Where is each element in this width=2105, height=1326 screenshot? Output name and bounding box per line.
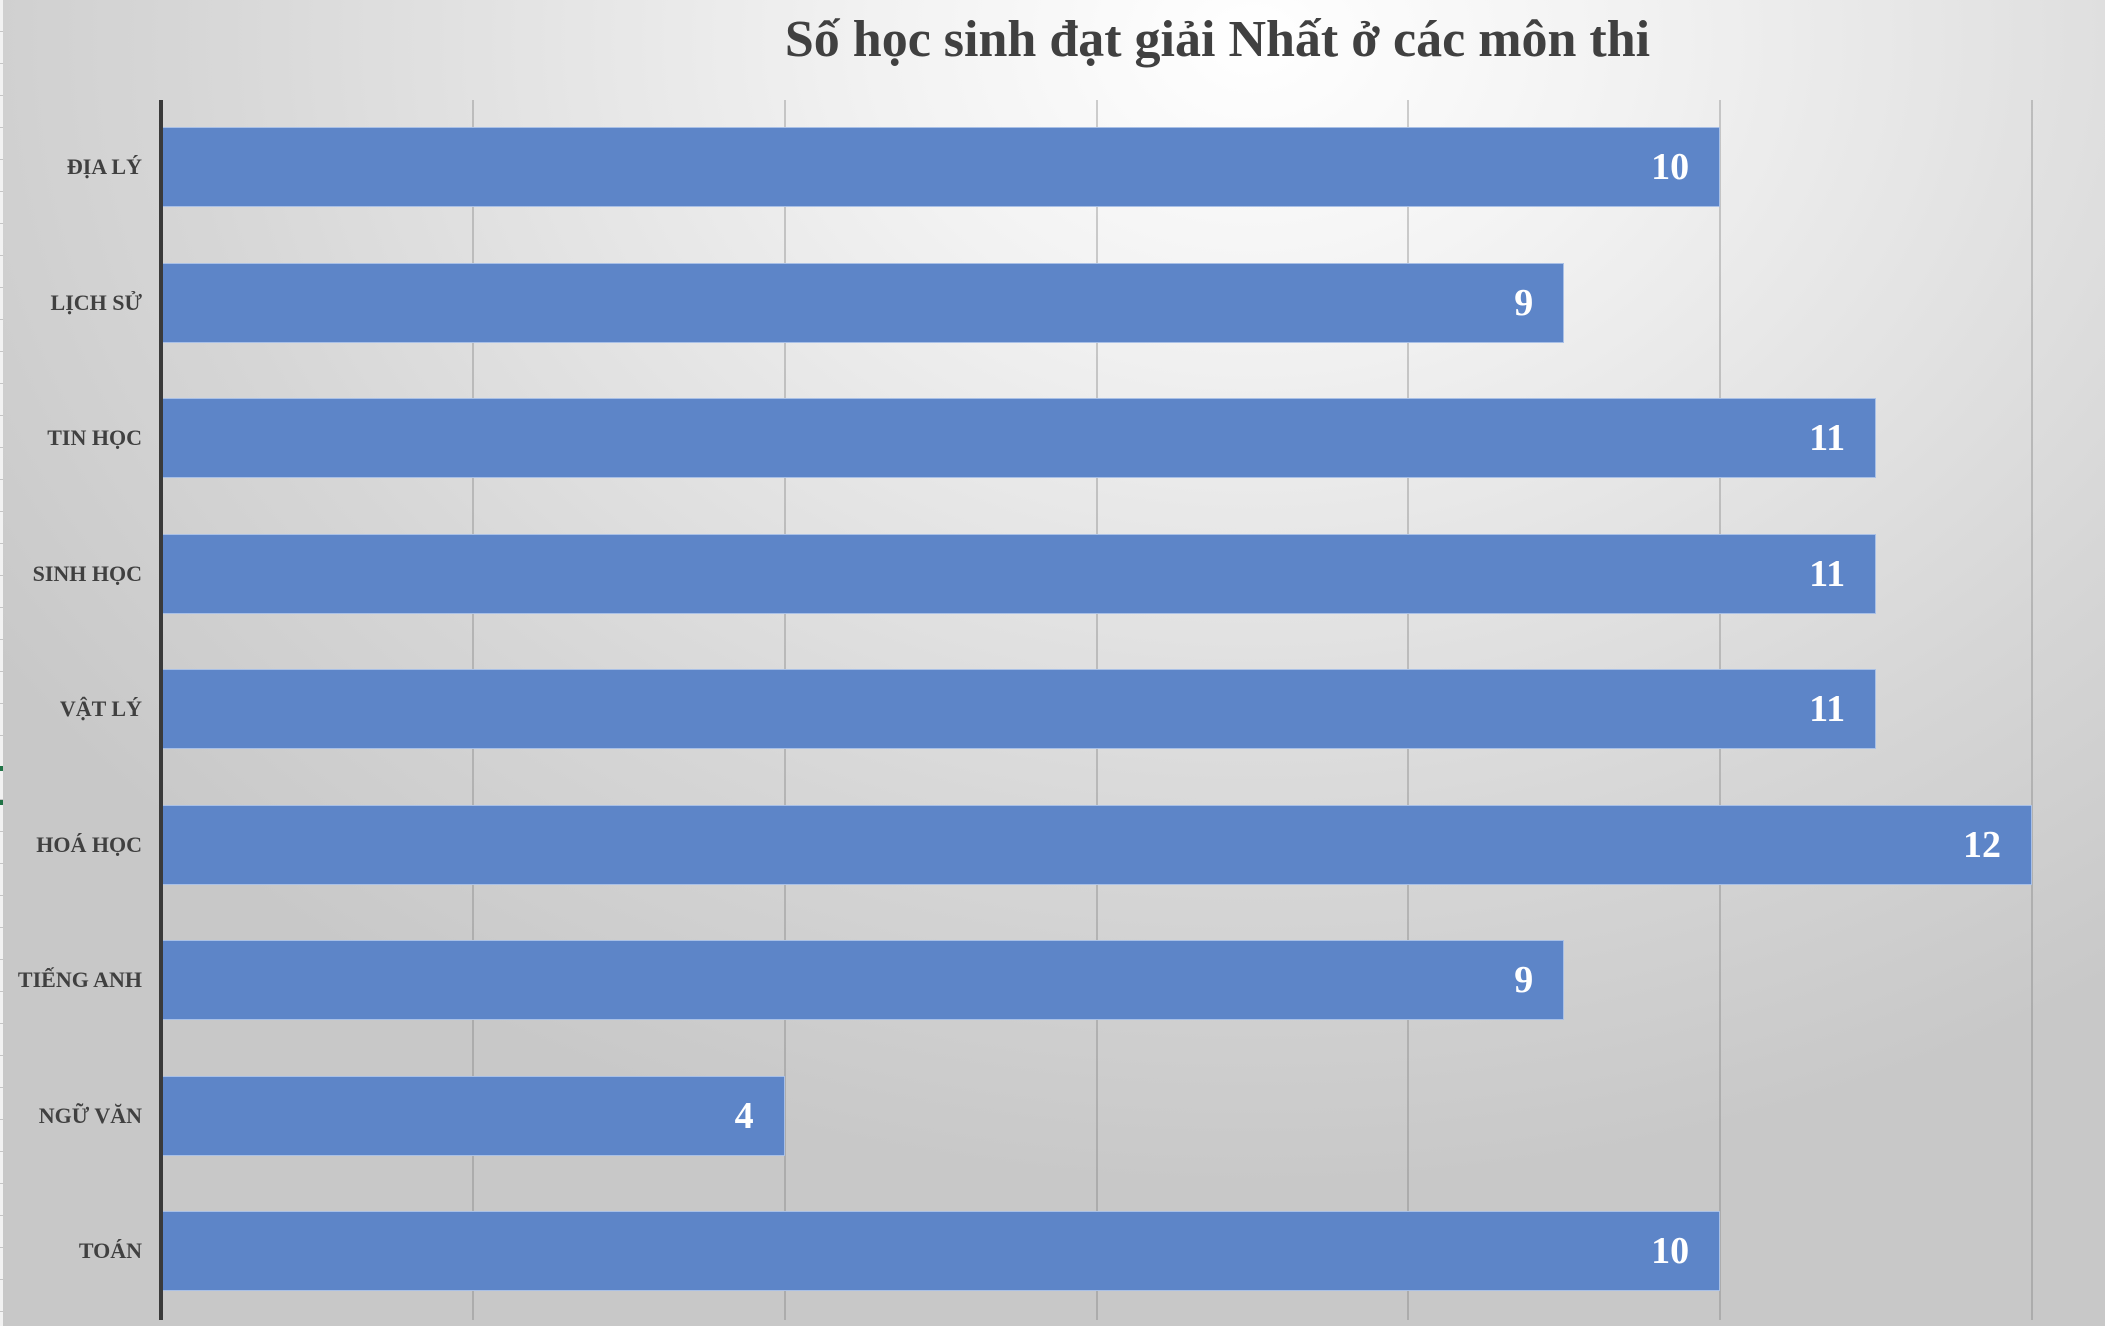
- category-label: ĐỊA LÝ: [66, 154, 142, 179]
- data-label: 12: [1963, 823, 2001, 866]
- data-label: 11: [1809, 552, 1846, 595]
- bar[interactable]: 9: [161, 262, 1565, 343]
- category-label: TOÁN: [78, 1238, 142, 1264]
- selection-handle-bottom[interactable]: [0, 800, 3, 805]
- data-label: 10: [1651, 1230, 1690, 1273]
- data-label: 9: [1514, 281, 1534, 324]
- category-axis-line: [159, 100, 163, 1320]
- bar[interactable]: 11: [161, 669, 1877, 750]
- category-label: TIẾNG ANH: [17, 967, 142, 993]
- data-label: 11: [1809, 417, 1846, 460]
- bar[interactable]: 10: [161, 127, 1721, 207]
- bar[interactable]: 12: [161, 804, 2032, 885]
- data-label: 9: [1514, 959, 1534, 1002]
- category-label: SINH HỌC: [32, 560, 142, 586]
- category-label: HOÁ HỌC: [36, 831, 142, 857]
- data-label: 10: [1651, 146, 1690, 188]
- spreadsheet-gridline-strip: [0, 0, 3, 1326]
- selection-handle-top[interactable]: [0, 766, 3, 771]
- bar[interactable]: 11: [161, 533, 1877, 614]
- bar[interactable]: 10: [161, 1211, 1721, 1292]
- category-label: LỊCH SỬ: [50, 289, 142, 315]
- bar[interactable]: 9: [161, 940, 1565, 1021]
- category-label: VẬT LÝ: [59, 696, 142, 722]
- category-label: NGỮ VĂN: [38, 1102, 142, 1128]
- category-label: TIN HỌC: [47, 425, 142, 451]
- bar[interactable]: 11: [161, 398, 1877, 479]
- plot-area: 10 9 11 11 11 12 9 4 10: [159, 100, 2033, 1320]
- data-label: 11: [1809, 688, 1846, 731]
- chart-title: Số học sinh đạt giải Nhất ở các môn thi: [784, 11, 1651, 68]
- bar[interactable]: 4: [161, 1075, 785, 1156]
- data-label: 4: [734, 1094, 754, 1137]
- gridline: [2031, 100, 2033, 1320]
